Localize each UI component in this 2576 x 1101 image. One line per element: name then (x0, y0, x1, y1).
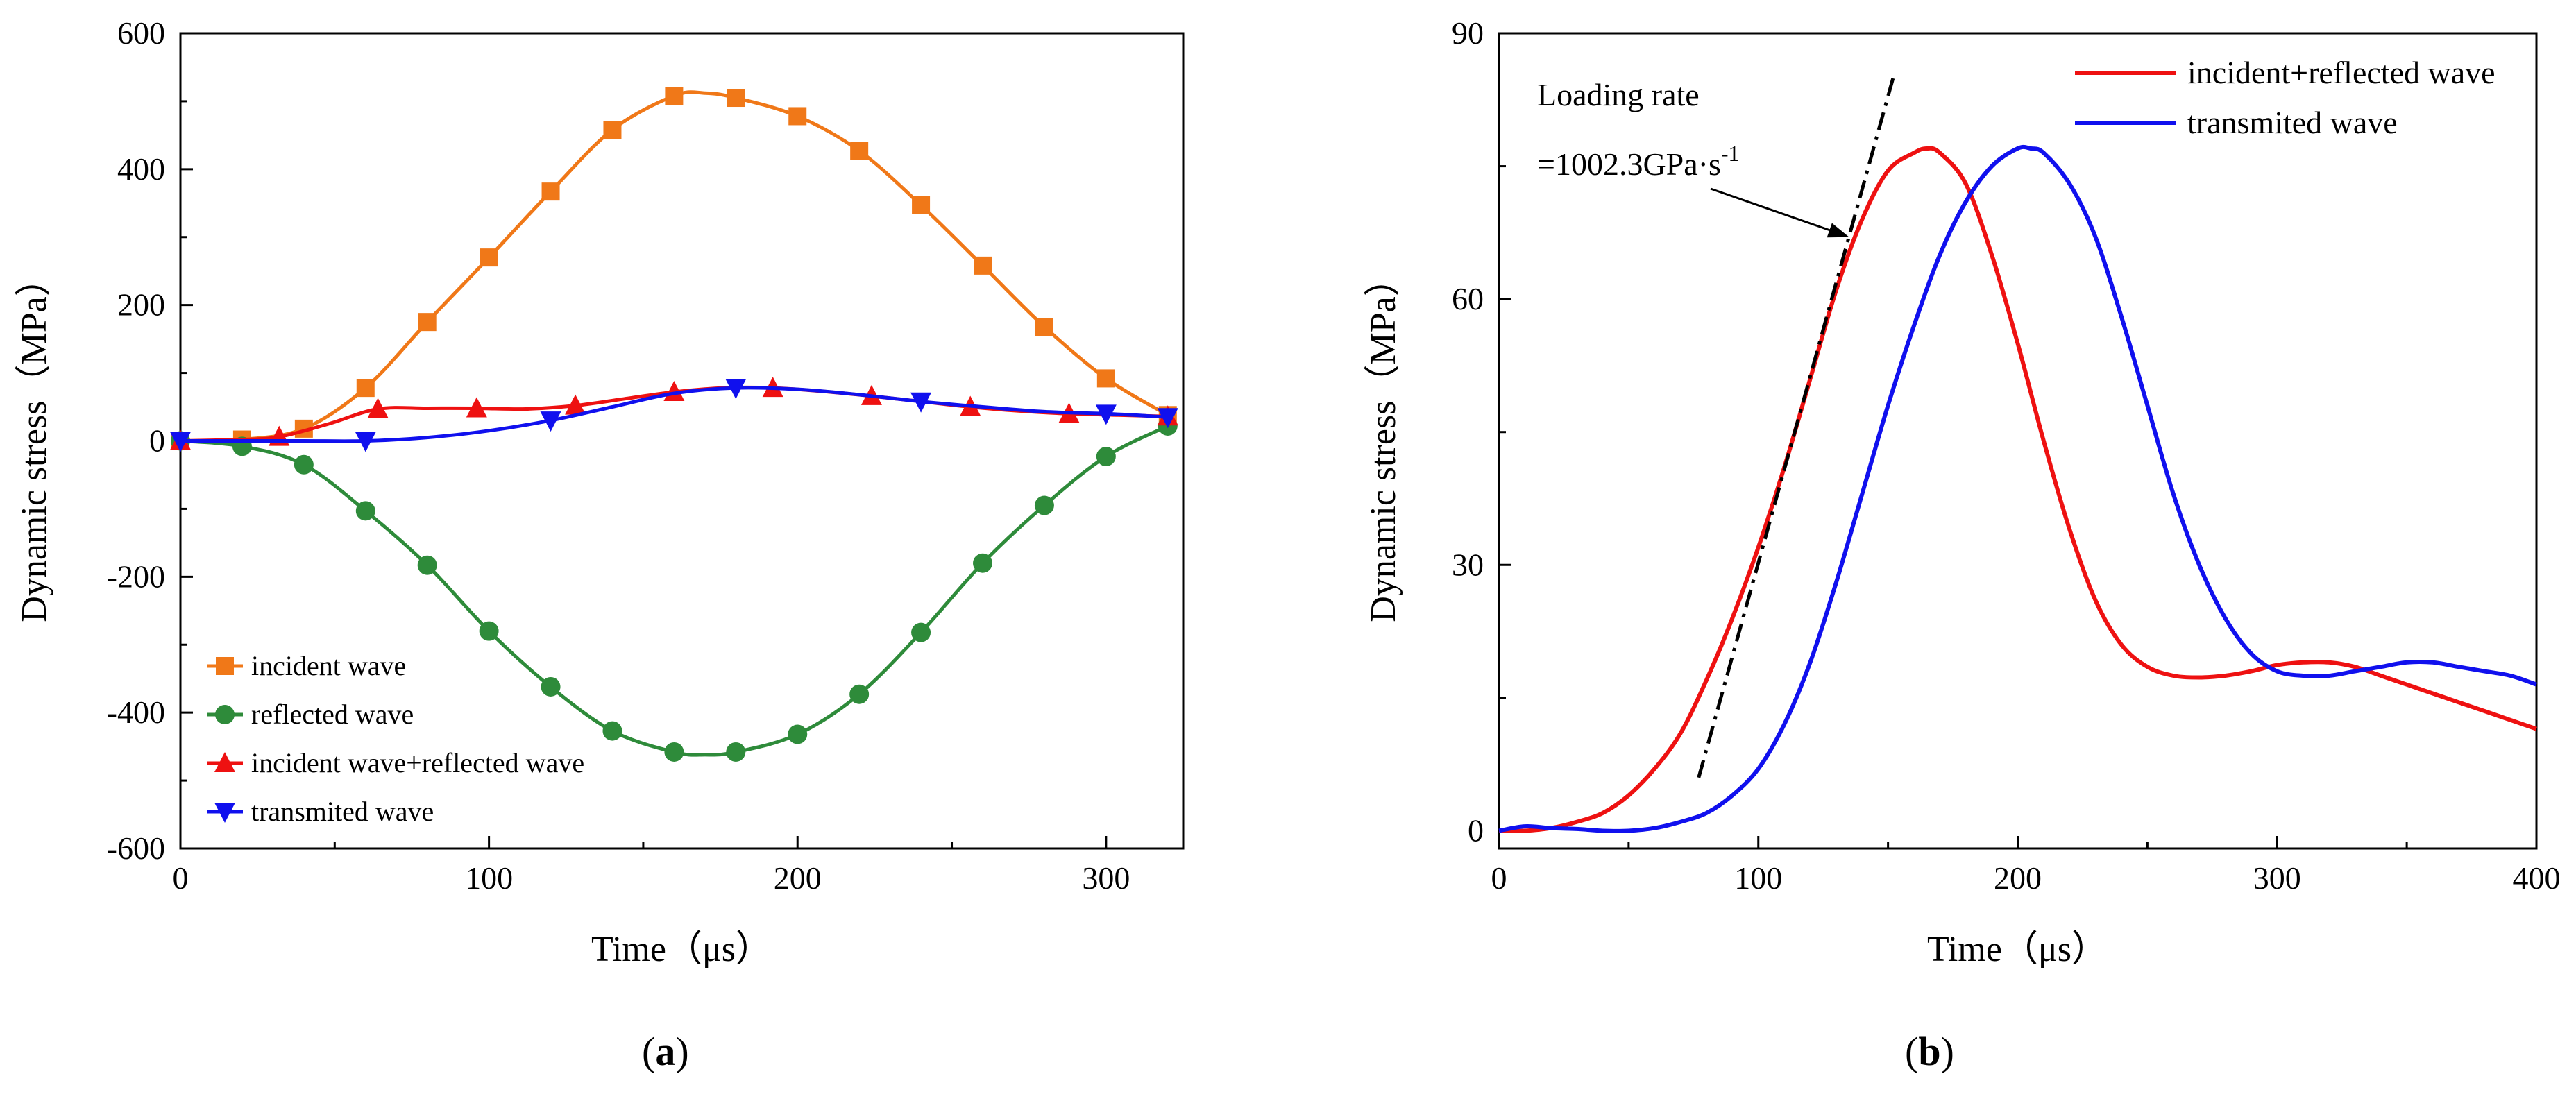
point-incident-wave (727, 89, 745, 108)
point-reflected-wave (664, 742, 684, 762)
annotation-arrow-head (1827, 223, 1849, 238)
point-reflected-wave (294, 454, 314, 475)
y-tick-label-a: -600 (107, 830, 165, 866)
y-tick-label-a: 200 (117, 287, 165, 323)
y-tick-label-b: 60 (1452, 281, 1484, 316)
y-tick-label-b: 0 (1468, 812, 1484, 848)
point-transmited-wave (170, 432, 191, 452)
point-transmited-wave (1157, 408, 1178, 429)
y-tick-label-a: 400 (117, 151, 165, 187)
point-incident-wave-reflected-wave (367, 398, 389, 418)
point-reflected-wave (541, 676, 561, 697)
x-tick-label-a: 100 (465, 860, 513, 896)
y-tick-label-a: -200 (107, 558, 165, 594)
point-transmited-wave (540, 411, 561, 432)
legend-marker-reflected-wave (215, 705, 235, 724)
legend-marker-transmited-wave (214, 803, 235, 823)
point-incident-wave (603, 121, 622, 139)
y-tick-label-b: 90 (1452, 15, 1484, 51)
panel-letter-a: a (655, 1029, 675, 1074)
point-incident-wave (665, 87, 684, 105)
point-incident-wave-reflected-wave (466, 397, 487, 418)
x-tick-label-b: 100 (1734, 860, 1782, 896)
legend-label-incident-wave: incident wave (251, 650, 406, 681)
legend-label-incident-wave-reflected-wave: incident wave+reflected wave (251, 747, 584, 778)
series-line-transmited-wave (1498, 144, 2537, 833)
y-axis-label-a: Dynamic stress（MPa） (15, 260, 54, 622)
series-line-incident-reflected-wave (1498, 146, 2537, 833)
loading-rate-value-text: =1002.3GPa·s (1537, 146, 1721, 182)
legend-label-transmited-wave: transmited wave (2187, 105, 2398, 140)
point-incident-wave (788, 107, 807, 126)
point-transmited-wave (910, 392, 932, 413)
point-incident-wave (356, 379, 375, 398)
y-tick-label-b: 30 (1452, 547, 1484, 582)
loading-rate-annotation: Loading rate =1002.3GPa·s-1 (1537, 77, 1895, 778)
y-tick-label-a: -400 (107, 694, 165, 730)
x-tick-label-b: 400 (2513, 860, 2561, 896)
y-axis-label-b: Dynamic stress（MPa） (1364, 260, 1403, 622)
point-reflected-wave (602, 721, 622, 741)
point-incident-wave (480, 248, 498, 267)
point-reflected-wave (417, 555, 437, 575)
y-tick-label-a: 0 (149, 423, 165, 459)
point-incident-wave (541, 182, 560, 201)
panel-label-b: (b) (1905, 1029, 1954, 1074)
x-tick-label-a: 200 (774, 860, 822, 896)
point-reflected-wave (479, 621, 499, 641)
point-reflected-wave (911, 622, 931, 642)
legend-a: incident wave reflected wave incident wave… (207, 650, 584, 827)
point-reflected-wave (973, 553, 992, 573)
series-b (1498, 144, 2537, 833)
legend-label-transmited-wave: transmited wave (251, 796, 434, 827)
panel-a: 0 100 200 300 600 400 200 0 -200 -400 -600 inciden… (15, 15, 1185, 1074)
x-tick-label-b: 0 (1491, 860, 1507, 896)
legend-b: incident+reflected wave transmited wave (2075, 55, 2496, 140)
point-reflected-wave (1096, 447, 1116, 467)
x-axis-label-b: Time（μs） (1927, 930, 2108, 969)
loading-rate-title: Loading rate (1537, 77, 1700, 112)
ticks-a: 0 100 200 300 600 400 200 0 -200 -400 -600 (107, 15, 1130, 896)
loading-rate-line (1697, 77, 1895, 778)
panel-letter-b: b (1918, 1029, 1940, 1074)
x-tick-label-b: 200 (1994, 860, 2042, 896)
point-reflected-wave (355, 501, 375, 521)
point-incident-wave (418, 313, 437, 332)
legend-label-reflected-wave: reflected wave (251, 699, 414, 730)
point-reflected-wave (726, 742, 746, 762)
legend-marker-incident-wave-reflected-wave (214, 752, 235, 772)
legend-label-incident-reflected-wave: incident+reflected wave (2187, 55, 2496, 90)
x-tick-label-a: 300 (1082, 860, 1130, 896)
y-tick-label-a: 600 (117, 15, 165, 51)
point-incident-wave (974, 256, 992, 275)
point-transmited-wave (355, 432, 376, 452)
point-reflected-wave (849, 684, 870, 704)
point-incident-wave (1035, 318, 1053, 336)
point-incident-wave (850, 142, 869, 160)
panel-label-a: (a) (642, 1029, 689, 1074)
point-incident-wave (1096, 369, 1115, 388)
loading-rate-value: =1002.3GPa·s-1 (1537, 141, 1740, 182)
x-tick-label-b: 300 (2253, 860, 2301, 896)
point-incident-wave (912, 196, 931, 214)
x-tick-label-a: 0 (173, 860, 189, 896)
point-reflected-wave (788, 724, 808, 744)
point-transmited-wave (725, 379, 747, 400)
series-line-transmited-wave (180, 386, 1168, 443)
legend-marker-incident-wave (216, 657, 234, 675)
point-reflected-wave (1034, 495, 1054, 515)
point-transmited-wave (1095, 404, 1117, 425)
point-incident-wave-reflected-wave (565, 394, 586, 415)
series-a (170, 87, 1178, 762)
annotation-arrow-shaft (1710, 187, 1845, 237)
loading-rate-exponent: -1 (1721, 141, 1740, 166)
x-axis-label-a: Time（μs） (591, 930, 772, 969)
